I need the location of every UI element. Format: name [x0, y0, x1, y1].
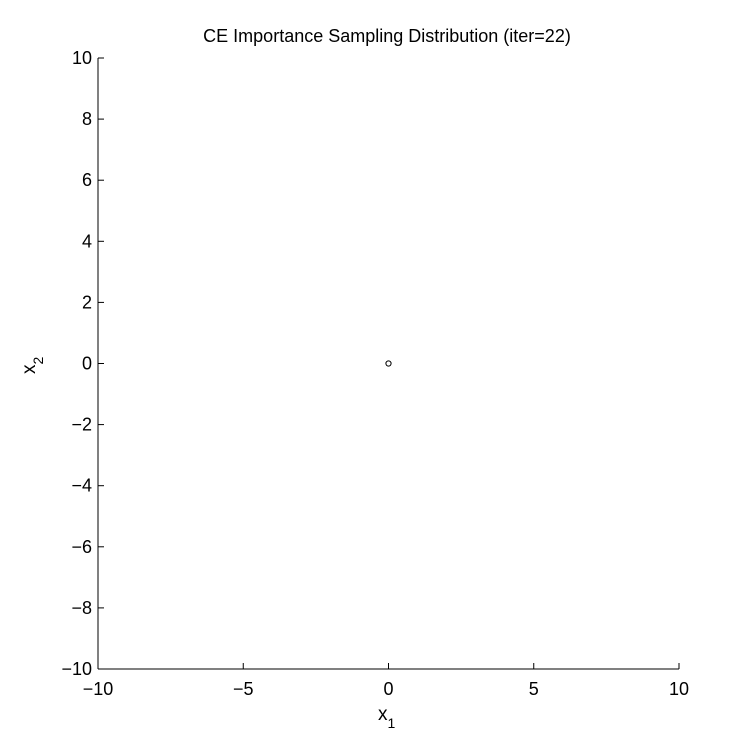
y-tick-label: 10 — [72, 48, 92, 68]
x-axis-label-base: x — [378, 704, 388, 725]
y-tick-label: −10 — [61, 659, 92, 679]
chart-title: CE Importance Sampling Distribution (ite… — [203, 26, 571, 46]
y-tick-label: −8 — [71, 598, 92, 618]
y-tick-label: 2 — [82, 292, 92, 312]
x-tick-label: 10 — [669, 679, 689, 699]
x-tick-label: −5 — [233, 679, 254, 699]
y-tick-label: 6 — [82, 170, 92, 190]
y-tick-label: −6 — [71, 537, 92, 557]
y-axis-label-base: x — [19, 364, 40, 374]
y-axis-label: x2 — [19, 357, 46, 375]
y-tick-label: 0 — [82, 354, 92, 374]
y-tick-label: −4 — [71, 476, 92, 496]
y-tick-label: 8 — [82, 109, 92, 129]
x-axis-label: x1 — [378, 704, 396, 731]
x-tick-label: 0 — [383, 679, 393, 699]
y-axis-ticks: −10 −8 −6 −4 −2 0 2 4 6 8 10 — [61, 48, 104, 679]
data-points — [385, 360, 392, 367]
y-tick-label: −2 — [71, 415, 92, 435]
x-tick-label: −10 — [83, 679, 114, 699]
y-axis-label-subscript: 2 — [30, 357, 46, 365]
y-tick-label: 4 — [82, 231, 92, 251]
x-tick-label: 5 — [529, 679, 539, 699]
x-axis-ticks: −10 −5 0 5 10 — [83, 663, 689, 699]
data-point — [385, 360, 392, 367]
x-axis-label-subscript: 1 — [388, 715, 396, 731]
